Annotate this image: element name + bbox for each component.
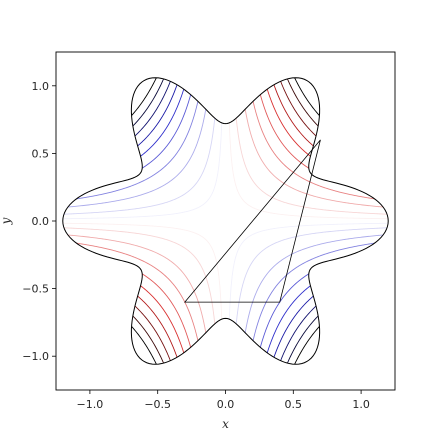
x-tick-label: 0.0 xyxy=(217,398,235,411)
contour-line xyxy=(62,77,225,220)
y-axis-ticks: −1.0 −0.5 0.0 0.5 1.0 xyxy=(22,80,56,363)
x-tick-label: −0.5 xyxy=(144,398,171,411)
y-tick-label: −0.5 xyxy=(22,283,49,296)
contour-line xyxy=(230,77,389,216)
y-tick-label: 0.5 xyxy=(32,147,50,160)
contour-line xyxy=(62,77,221,216)
x-axis-label: x xyxy=(222,417,229,431)
x-tick-label: 0.5 xyxy=(285,398,303,411)
x-axis-ticks: −1.0 −0.5 0.0 0.5 1.0 xyxy=(77,390,370,411)
contour-line xyxy=(230,226,389,365)
star-boundary xyxy=(62,77,389,365)
y-tick-label: 1.0 xyxy=(32,80,50,93)
y-axis-label: y xyxy=(0,217,13,225)
contour-line xyxy=(226,222,389,365)
y-tick-label: 0.0 xyxy=(32,215,50,228)
y-tick-label: −1.0 xyxy=(22,350,49,363)
contour-line xyxy=(62,226,221,365)
contour-line xyxy=(62,222,225,365)
x-tick-label: −1.0 xyxy=(77,398,104,411)
triangle-overlay xyxy=(183,139,321,303)
contour-line xyxy=(226,77,389,220)
x-tick-label: 1.0 xyxy=(352,398,370,411)
